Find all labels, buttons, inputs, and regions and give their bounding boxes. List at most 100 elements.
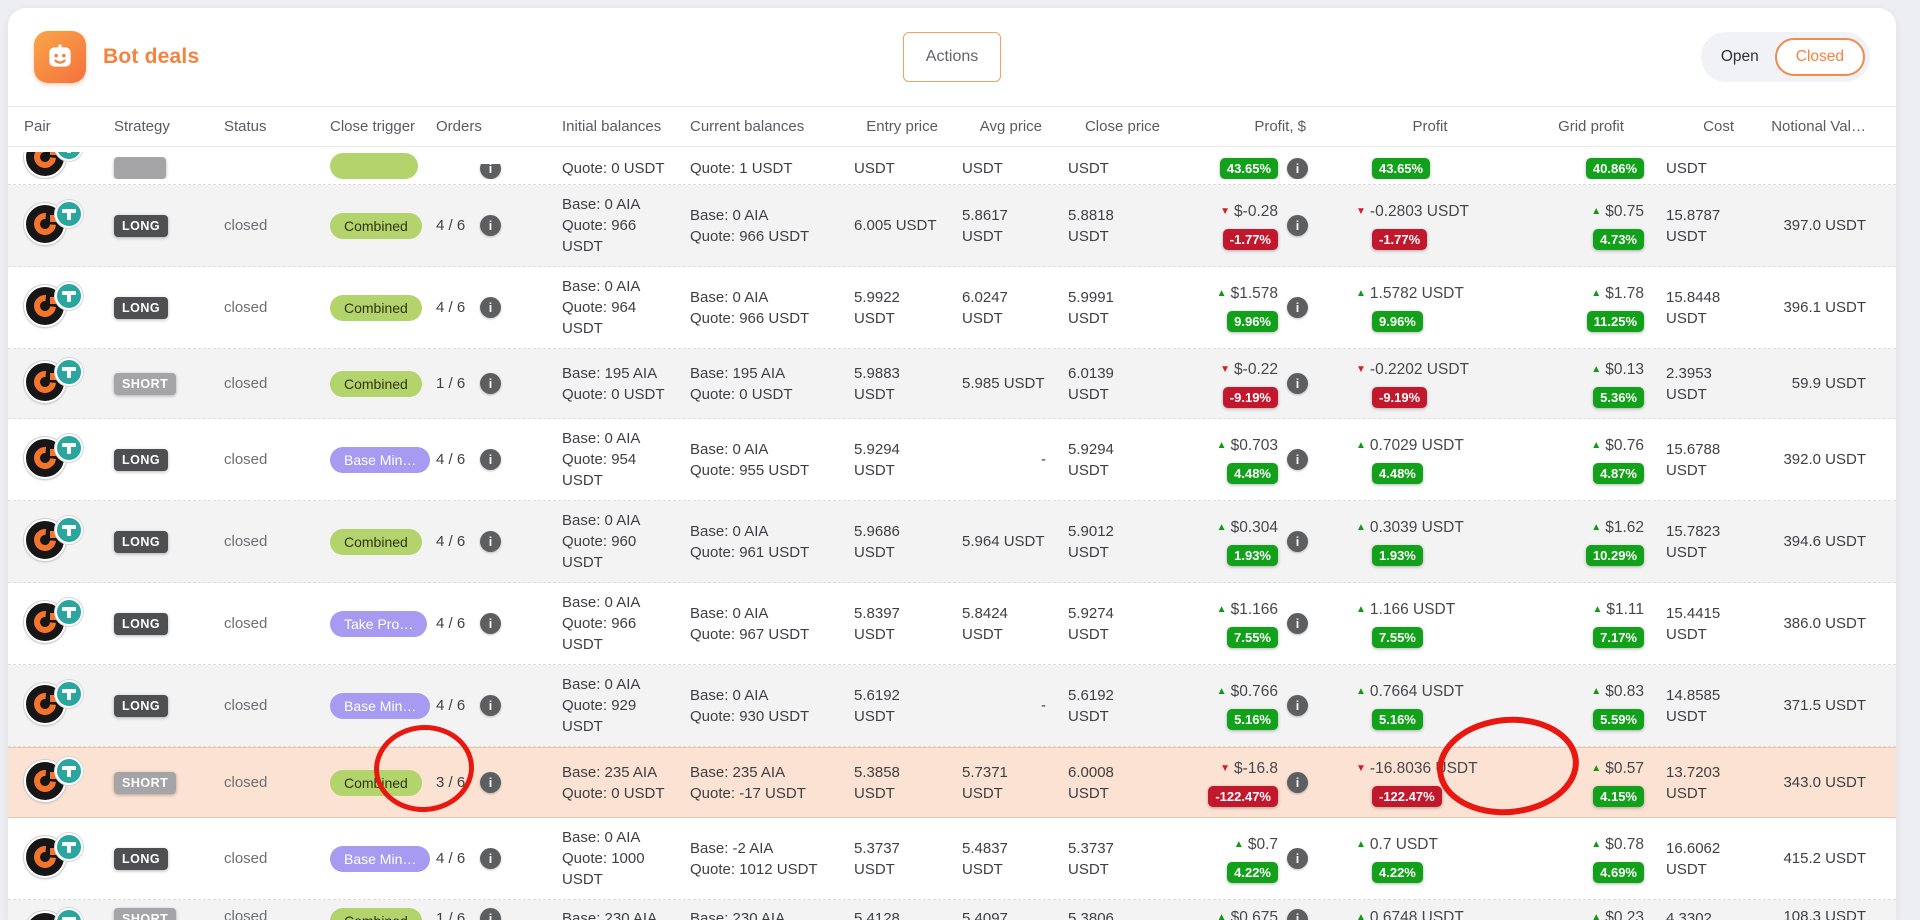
table-row[interactable]: LONG closed Base Min… 4 / 6 i Base: 0 AIA Quot… [8,665,1896,747]
avg-price-text: 5.8617 USDT [962,206,1008,245]
info-icon[interactable]: i [480,531,501,552]
current-balances-text: Base: 0 AIA Quote: 930 USDT [690,686,810,725]
profit-usd-cell: ▲ $0.766 5.16% i [1166,682,1334,730]
grid-profit-percent-badge: 5.36% [1593,386,1644,408]
table-row[interactable]: LONG closed Take Pro… 4 / 6 i Base: 0 AIA Quot… [8,583,1896,665]
grid-profit-stack: ▲ $1.62 10.29% [1585,518,1644,566]
info-icon[interactable]: i [480,772,501,793]
info-icon[interactable]: i [480,373,501,394]
profit-cell: ▼ -16.8036 USDT -122.47% [1334,759,1526,807]
cost-cell: 15.8448 USDT [1656,287,1752,329]
info-icon[interactable]: i [480,449,501,470]
page-title: Bot deals [103,45,200,68]
avg-price-cell: - [944,449,1048,470]
pair-cell [8,833,96,884]
triangle-up-icon: ▲ [1591,912,1602,920]
profit-value: ▲ 1.166 USDT [1356,600,1456,618]
strategy-badge: LONG [114,694,169,717]
table-row[interactable]: LONG closed Base Min… 4 / 6 i Base: 0 AIA Quot… [8,818,1896,900]
pair-cell [8,598,96,649]
profit-value: ▼ -0.2803 USDT [1356,202,1469,220]
info-icon[interactable]: i [1287,531,1308,552]
profit-stack: ▲ 0.7 USDT 4.22% [1356,835,1526,883]
profit-usd-stack: ▲ $0.703 4.48% [1217,436,1278,484]
profit-usd-cell: ▲ $0.7 4.22% i [1166,835,1334,883]
status-text: closed [224,298,268,316]
grid-profit-value: ▲ $0.23 [1591,908,1644,920]
column-header-close-trigger: Close trigger [330,118,416,135]
info-icon[interactable]: i [480,695,501,716]
actions-button[interactable]: Actions [903,32,1001,82]
grid-profit-value: ▲ $0.78 [1591,835,1644,853]
triangle-up-icon: ▲ [1216,603,1227,615]
close-price-cell: 5.9991 USDT [1048,287,1166,329]
table-row[interactable]: LONG closed Combined 4 / 6 i Base: 0 AIA Quote… [8,185,1896,267]
notional-cell: 59.9 USDT [1752,375,1872,392]
profit-usd-stack: ▲ $1.578 9.96% [1217,284,1278,332]
status-cell: closed [208,774,314,792]
grid-profit-stack: ▲ $0.75 4.73% [1591,202,1644,250]
info-icon[interactable]: i [480,613,501,634]
strategy-badge [114,157,166,179]
column-header-notional-value: Notional Val… [1771,118,1866,135]
initial-balances-cell: Base: 235 AIA Quote: 0 USDT [540,762,672,804]
column-header-close-price: Close price [1084,118,1160,135]
tether-icon [55,908,83,920]
info-icon[interactable]: i [1287,695,1308,716]
tab-closed[interactable]: Closed [1774,38,1865,76]
tab-open[interactable]: Open [1720,48,1759,65]
info-icon[interactable]: i [480,908,501,920]
info-icon[interactable]: i [480,297,501,318]
entry-price-cell: 5.9294 USDT [830,439,944,481]
current-balances-text: Base: 0 AIA Quote: 955 USDT [690,440,810,479]
info-icon[interactable]: i [1287,848,1308,869]
info-icon[interactable]: i [1287,297,1308,318]
info-icon[interactable]: i [480,164,501,179]
orders-cell: 4 / 6 i [420,531,540,552]
info-icon[interactable]: i [1287,772,1308,793]
info-icon[interactable]: i [480,848,501,869]
tether-icon [55,833,83,861]
table-row[interactable]: LONG closed Combined 4 / 6 i Base: 0 AIA Quote… [8,501,1896,583]
close-trigger-cell: Base Min… [314,692,431,719]
table-row[interactable]: SHORT closed Combined 1 / 6 i Base: 230 AIA Ba… [8,900,1896,920]
strategy-badge: SHORT [114,771,177,794]
cost-cell: 16.6062 USDT [1656,838,1752,880]
status-cell: closed [208,697,314,715]
profit-value: ▲ 0.7029 USDT [1356,436,1464,454]
info-icon[interactable]: i [1287,449,1308,470]
info-icon[interactable]: i [480,215,501,236]
entry-price-cell: 5.8397 USDT [830,603,944,645]
info-icon[interactable]: i [1287,215,1308,236]
profit-cell: ▲ 1.5782 USDT 9.96% [1334,284,1526,332]
table-row[interactable]: SHORT closed Combined 1 / 6 i Base: 195 AIA Qu… [8,349,1896,419]
cost-text: 15.7823 USDT [1666,522,1721,561]
profit-usd-value: ▲ $1.578 [1216,284,1278,302]
status-cell: closed [208,217,314,235]
orders-count: 4 / 6 [436,697,466,714]
grid-profit-cell: ▲ $0.83 5.59% [1526,682,1656,730]
info-icon[interactable]: i [1287,908,1308,920]
close-trigger-cell: Combined [314,212,422,239]
table-row[interactable]: LONG closed Combined 4 / 6 i Base: 0 AIA Quote… [8,267,1896,349]
table-row[interactable]: i Quote: 0 USDT Quote: 1 USDT USDT USDT USDT 4… [8,147,1896,185]
triangle-up-icon: ▲ [1591,205,1602,217]
table-row[interactable]: SHORT closed Combined 3 / 6 i Base: 235 AIA Qu… [8,747,1896,818]
aia-coin-icon [24,437,66,479]
table-row[interactable]: LONG closed Base Min… 4 / 6 i Base: 0 AIA Quot… [8,419,1896,501]
close-trigger-badge: Take Pro… [330,610,428,637]
close-trigger-badge: Combined [330,528,422,555]
tether-icon [55,282,83,310]
info-icon[interactable]: i [1287,613,1308,634]
avg-price-text: 5.985 USDT [962,375,1045,392]
cost-cell: 14.8585 USDT [1656,685,1752,727]
cost-cell: 13.7203 USDT [1656,762,1752,804]
info-icon[interactable]: i [1287,158,1308,179]
info-icon[interactable]: i [1287,373,1308,394]
strategy-cell: LONG [96,694,208,717]
grid-profit-percent-badge: 4.69% [1593,861,1644,883]
current-balances-text: Base: 0 AIA Quote: 967 USDT [690,604,810,643]
initial-balances-cell: Base: 0 AIA Quote: 929 USDT [540,674,672,737]
notional-cell: 343.0 USDT [1752,774,1872,791]
profit-usd-value: ▲ $0.304 [1216,518,1278,536]
